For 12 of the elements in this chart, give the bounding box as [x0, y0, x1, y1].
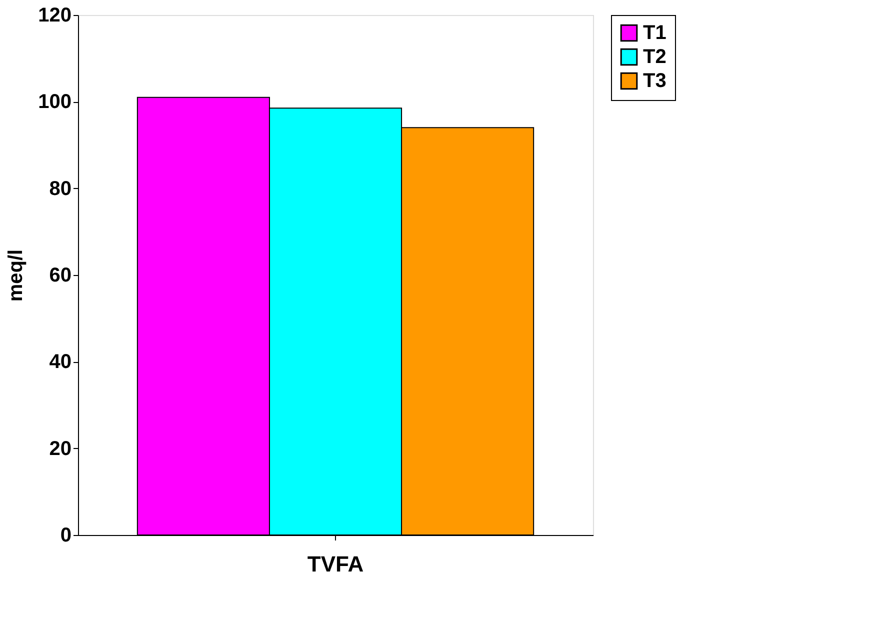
y-tick-label: 80: [49, 178, 72, 200]
y-tick-label: 20: [49, 438, 72, 460]
y-tick-label: 120: [38, 4, 72, 26]
y-tick-label: 100: [38, 91, 72, 114]
legend-label: T2: [643, 46, 666, 68]
legend-label: T3: [643, 70, 666, 92]
legend-label: T1: [643, 22, 666, 44]
y-tick-label: 0: [60, 524, 72, 546]
y-tick-label: 60: [49, 264, 72, 286]
y-axis-title: meq/l: [5, 249, 28, 302]
x-tick-label: TVFA: [307, 552, 364, 576]
y-tick-label: 40: [49, 351, 72, 374]
